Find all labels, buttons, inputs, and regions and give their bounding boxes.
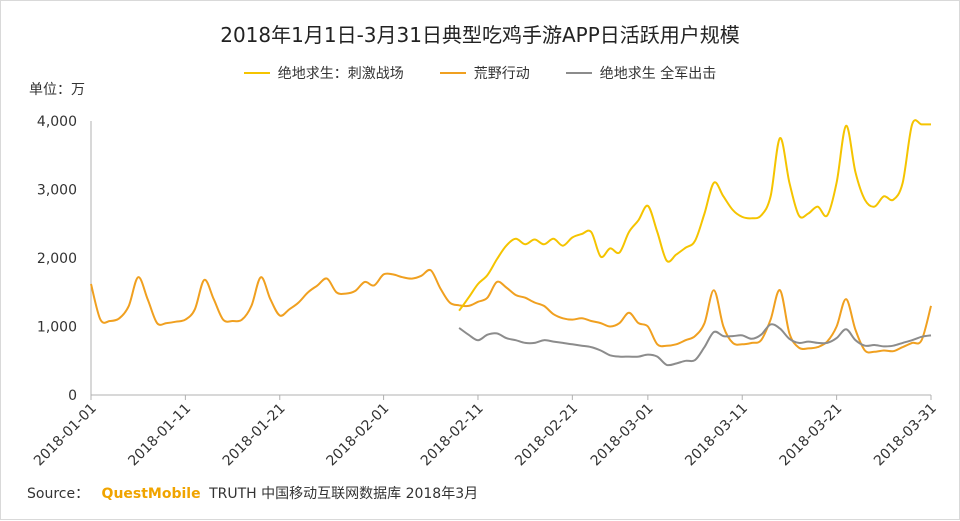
- legend-label-series-0: 绝地求生：刺激战场: [277, 66, 404, 82]
- source-prefix: Source：: [27, 486, 90, 502]
- x-tick-label: 2018-01-01: [31, 401, 100, 470]
- x-tick-label: 2018-02-21: [512, 401, 581, 470]
- chart-legend: 绝地求生：刺激战场 荒野行动 绝地求生 全军出击: [1, 63, 959, 83]
- y-axis-ticks: 0 1,000 2,000 3,000 4,000: [37, 114, 77, 404]
- series-layer: [90, 119, 932, 367]
- legend-swatch-series-0: [243, 72, 270, 74]
- x-tick-label: 2018-03-11: [682, 401, 751, 470]
- series-line-2: [458, 323, 932, 367]
- legend-label-series-1: 荒野行动: [473, 66, 530, 82]
- y-axis-unit-label: 单位：万: [29, 82, 85, 98]
- y-tick-label: 4,000: [37, 114, 77, 130]
- legend-item-series-2[interactable]: 绝地求生 全军出击: [565, 63, 717, 83]
- y-tick-label: 2,000: [37, 251, 77, 267]
- legend-swatch-series-1: [439, 72, 466, 74]
- series-line-1: [90, 268, 932, 354]
- legend-label-series-2: 绝地求生 全军出击: [599, 66, 717, 82]
- legend-item-series-0[interactable]: 绝地求生：刺激战场: [243, 63, 404, 83]
- series-line-0: [458, 119, 931, 312]
- legend-swatch-series-2: [565, 72, 592, 74]
- x-tick-label: 2018-01-21: [220, 401, 289, 470]
- x-axis-ticks: 2018-01-01 2018-01-11 2018-01-21 2018-02-01…: [31, 395, 940, 469]
- source-brand-logo: QuestMobile: [101, 486, 201, 502]
- source-note: Source： QuestMobile TRUTH 中国移动互联网数据库 201…: [27, 483, 478, 503]
- x-tick-label: 2018-03-21: [777, 401, 846, 470]
- y-tick-label: 3,000: [37, 183, 77, 199]
- x-tick-label: 2018-03-01: [588, 401, 657, 470]
- x-tick-label: 2018-02-11: [418, 401, 487, 470]
- legend-item-series-1[interactable]: 荒野行动: [439, 63, 530, 83]
- chart-title: 2018年1月1日-3月31日典型吃鸡手游APP日活跃用户规模: [220, 23, 740, 47]
- x-tick-label: 2018-02-01: [324, 401, 393, 470]
- x-tick-label: 2018-03-31: [871, 401, 940, 470]
- source-text: TRUTH 中国移动互联网数据库 2018年3月: [209, 486, 479, 502]
- x-tick-label: 2018-01-11: [125, 401, 194, 470]
- y-tick-label: 0: [68, 388, 77, 404]
- y-tick-label: 1,000: [37, 320, 77, 336]
